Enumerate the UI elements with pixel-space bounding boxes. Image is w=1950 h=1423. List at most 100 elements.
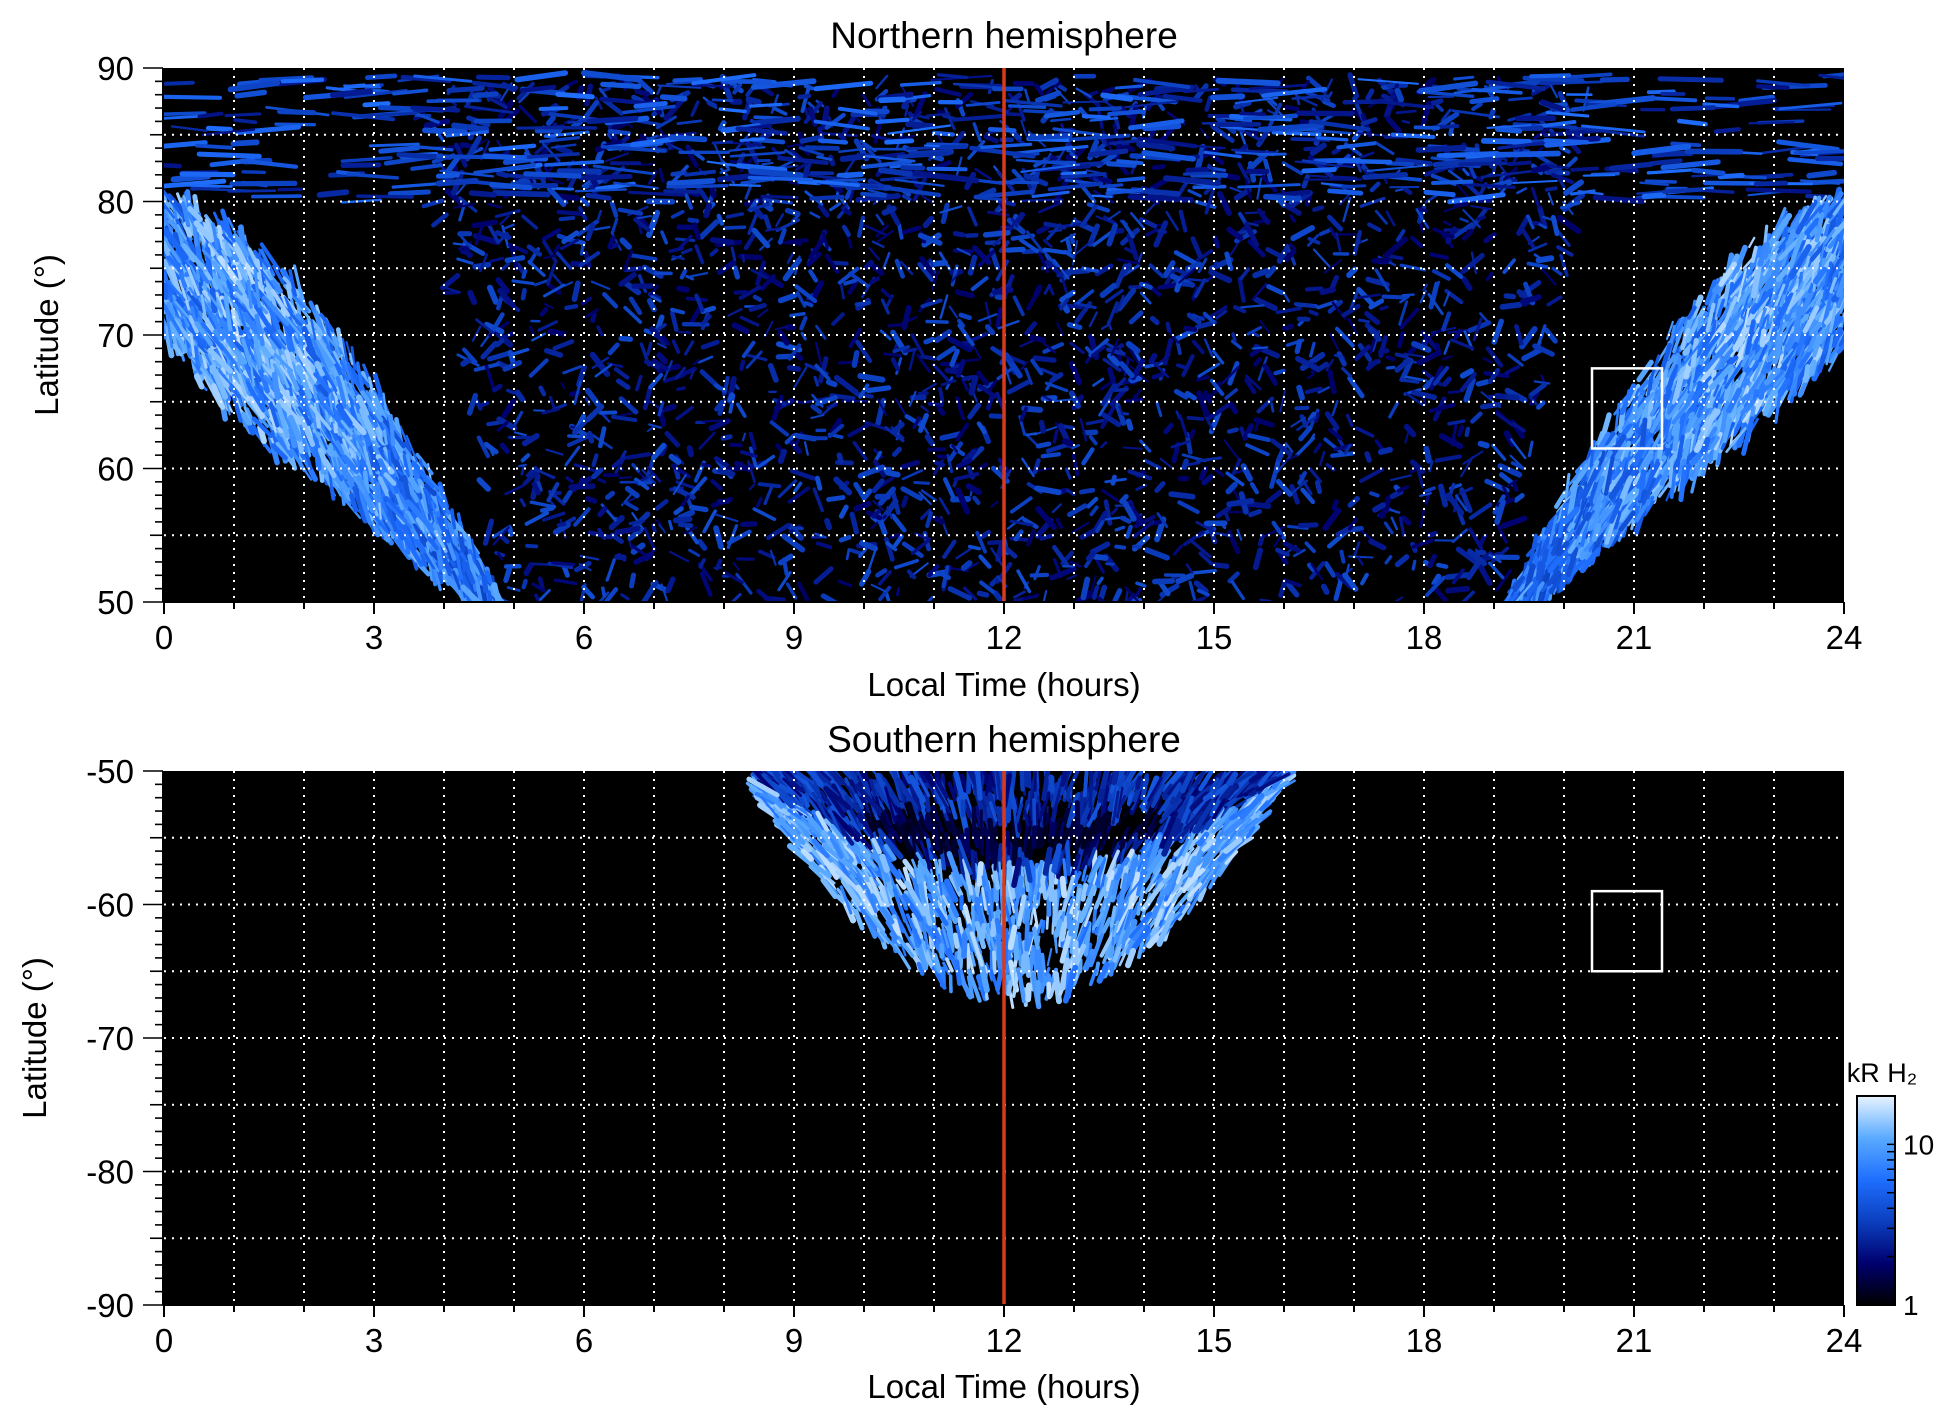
emission-streak	[1367, 222, 1382, 233]
emission-streak	[1422, 396, 1427, 407]
emission-streak	[518, 104, 537, 124]
emission-streak	[1094, 263, 1114, 277]
emission-streak	[1196, 249, 1214, 262]
emission-streak	[927, 401, 944, 407]
emission-streak	[164, 111, 207, 116]
emission-streak	[787, 180, 800, 186]
emission-streak	[1195, 520, 1216, 534]
emission-streak	[820, 400, 839, 417]
emission-streak	[844, 186, 853, 200]
emission-streak	[1308, 467, 1323, 483]
emission-streak	[1094, 510, 1108, 531]
emission-streak	[799, 134, 824, 144]
emission-streak	[536, 481, 543, 492]
emission-streak	[1259, 598, 1272, 602]
emission-streak	[1459, 267, 1467, 276]
emission-streak	[1275, 547, 1290, 557]
emission-streak	[664, 430, 681, 448]
emission-streak	[1212, 235, 1221, 249]
emission-streak	[1641, 192, 1667, 200]
emission-streak	[1034, 485, 1062, 496]
emission-streak	[899, 260, 914, 276]
emission-streak	[1371, 257, 1390, 264]
emission-streak	[472, 91, 499, 99]
emission-streak	[709, 237, 735, 246]
emission-streak	[551, 272, 564, 286]
emission-streak	[895, 587, 901, 597]
emission-streak	[1335, 158, 1393, 165]
emission-streak	[784, 207, 801, 217]
emission-streak	[920, 354, 937, 361]
emission-streak	[1704, 96, 1736, 101]
emission-streak	[1277, 198, 1286, 208]
emission-streak	[610, 217, 619, 235]
emission-streak	[467, 289, 478, 306]
emission-streak	[510, 347, 530, 356]
emission-streak	[1253, 296, 1278, 312]
emission-streak	[864, 259, 874, 270]
emission-streak	[1091, 194, 1113, 198]
emission-streak	[520, 464, 526, 476]
emission-streak	[1173, 388, 1189, 400]
emission-streak	[426, 98, 480, 104]
emission-streak	[1394, 87, 1405, 103]
emission-streak	[900, 459, 921, 470]
emission-streak	[1186, 415, 1205, 421]
emission-streak	[155, 216, 156, 227]
emission-streak	[928, 259, 948, 267]
emission-streak	[760, 194, 799, 200]
emission-streak	[984, 324, 995, 336]
emission-streak	[901, 194, 912, 202]
emission-streak	[1236, 528, 1243, 541]
emission-streak	[1048, 229, 1063, 233]
emission-streak	[1110, 474, 1117, 486]
emission-streak	[150, 236, 157, 255]
emission-streak	[558, 215, 576, 222]
emission-streak	[692, 222, 701, 241]
emission-streak	[1461, 228, 1474, 242]
emission-streak	[1181, 458, 1189, 471]
emission-streak	[1091, 584, 1100, 600]
emission-streak	[1494, 126, 1523, 134]
emission-streak	[865, 385, 892, 394]
emission-streak	[555, 91, 595, 100]
emission-streak	[1440, 108, 1452, 122]
emission-streak	[1411, 340, 1432, 353]
emission-streak	[634, 88, 650, 97]
emission-streak	[1029, 572, 1050, 578]
emission-streak	[732, 265, 741, 280]
emission-streak	[1475, 379, 1490, 387]
emission-streak	[597, 506, 608, 518]
emission-streak	[1125, 524, 1133, 539]
emission-streak	[1143, 202, 1156, 216]
emission-streak	[875, 397, 887, 427]
emission-streak	[1377, 446, 1393, 455]
emission-streak	[1559, 201, 1581, 210]
emission-streak	[1090, 541, 1111, 555]
emission-streak	[741, 432, 747, 442]
emission-streak	[1570, 142, 1582, 155]
emission-streak	[1178, 209, 1188, 233]
emission-streak	[1230, 339, 1243, 350]
emission-streak	[152, 316, 161, 334]
emission-streak	[1429, 98, 1444, 106]
emission-streak	[552, 339, 575, 351]
emission-streak	[1543, 138, 1590, 145]
emission-streak	[658, 523, 667, 534]
emission-streak	[1045, 81, 1062, 95]
emission-streak	[1491, 318, 1505, 345]
emission-streak	[1130, 212, 1146, 230]
emission-streak	[804, 145, 840, 151]
emission-streak	[668, 519, 674, 531]
emission-streak	[955, 487, 971, 515]
emission-streak	[900, 165, 926, 171]
emission-streak	[633, 100, 668, 109]
emission-streak	[1793, 149, 1844, 155]
emission-streak	[904, 104, 910, 117]
emission-streak	[551, 186, 575, 191]
emission-streak	[1183, 325, 1198, 333]
emission-streak	[1246, 325, 1263, 336]
emission-streak	[1125, 418, 1134, 431]
emission-streak	[806, 251, 822, 267]
emission-streak	[940, 379, 957, 387]
